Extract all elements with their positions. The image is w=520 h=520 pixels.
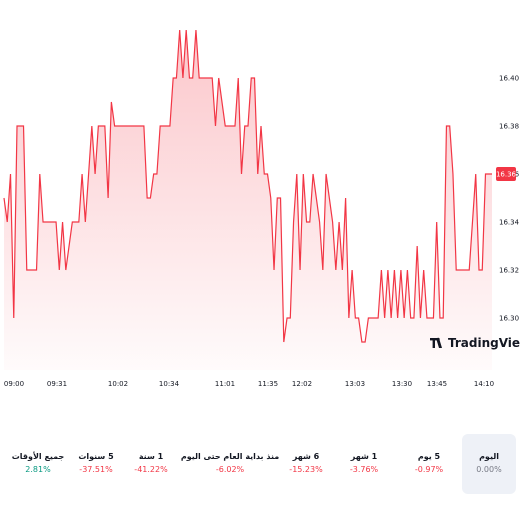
price-chart[interactable]: 16.30 16.32 16.34 16.36 16.38 16.40 09:00 09:3… xyxy=(0,0,520,400)
tradingview-logo-text: TradingView xyxy=(448,336,520,350)
performance-periods: اليوم 0.00% 5 يوم 0.97%- 1 شهر 3.76%- 6 شهر 15.… xyxy=(0,434,520,494)
period-tab[interactable]: منذ بداية العام حتى اليوم 6.02%- xyxy=(180,434,280,494)
x-tick-label: 13:45 xyxy=(427,380,447,388)
x-tick-label: 11:35 xyxy=(258,380,278,388)
period-label: اليوم xyxy=(479,452,499,461)
x-tick-label: 13:30 xyxy=(392,380,412,388)
period-tab[interactable]: 5 سنوات 37.51%- xyxy=(70,434,122,494)
price-badge-bg xyxy=(496,167,516,181)
period-label: 6 شهر xyxy=(292,452,320,461)
period-change-value: 3.76%- xyxy=(349,465,379,474)
period-tab[interactable]: جميع الأوقات 2.81% xyxy=(6,434,70,494)
series-line xyxy=(3,29,492,343)
period-tab[interactable]: اليوم 0.00% xyxy=(462,434,516,494)
period-label: 1 شهر xyxy=(350,452,378,461)
period-tab[interactable]: 5 يوم 0.97%- xyxy=(396,434,462,494)
period-change-value: 41.22%- xyxy=(134,465,168,474)
period-change-value: 0.00% xyxy=(476,465,502,474)
tradingview-logo-icon xyxy=(430,337,442,348)
period-change-value: 6.02%- xyxy=(215,465,245,474)
x-tick-label: 13:03 xyxy=(345,380,365,388)
x-tick-label: 12:02 xyxy=(292,380,312,388)
price-line xyxy=(3,29,492,343)
period-label: 5 سنوات xyxy=(78,452,114,461)
x-axis: 09:00 09:31 10:02 10:34 11:01 11:35 12:02 13:03… xyxy=(4,380,494,388)
period-label: منذ بداية العام حتى اليوم xyxy=(180,452,280,461)
period-label: 5 يوم xyxy=(417,452,441,461)
y-tick-label: 16.32 xyxy=(499,267,519,275)
period-change-value: 37.51%- xyxy=(79,465,113,474)
x-tick-label: 14:10 xyxy=(474,380,494,388)
y-tick-label: 16.38 xyxy=(499,123,519,131)
period-change-value: 0.97%- xyxy=(414,465,444,474)
area-fill xyxy=(4,30,492,370)
period-tab[interactable]: 1 شهر 3.76%- xyxy=(332,434,396,494)
period-label: جميع الأوقات xyxy=(11,452,65,461)
y-axis: 16.30 16.32 16.34 16.36 16.38 16.40 xyxy=(499,75,520,323)
x-tick-label: 09:31 xyxy=(47,380,67,388)
y-tick-label: 16.40 xyxy=(499,75,519,83)
x-tick-label: 11:01 xyxy=(215,380,235,388)
x-tick-label: 10:02 xyxy=(108,380,128,388)
period-change-value: 2.81% xyxy=(25,465,51,474)
y-tick-label: 16.30 xyxy=(499,315,519,323)
x-tick-label: 09:00 xyxy=(4,380,24,388)
price-badge-label: 16.36 xyxy=(496,171,517,179)
price-area xyxy=(4,30,492,370)
current-price-badge: 16.36 xyxy=(496,167,517,181)
period-change-value: 15.23%- xyxy=(289,465,323,474)
tradingview-logo[interactable]: TradingView xyxy=(430,336,520,350)
y-tick-label: 16.34 xyxy=(499,219,520,227)
x-tick-label: 10:34 xyxy=(159,380,180,388)
period-label: 1 سنة xyxy=(138,452,164,461)
period-tab[interactable]: 1 سنة 41.22%- xyxy=(122,434,180,494)
period-tab[interactable]: 6 شهر 15.23%- xyxy=(280,434,332,494)
